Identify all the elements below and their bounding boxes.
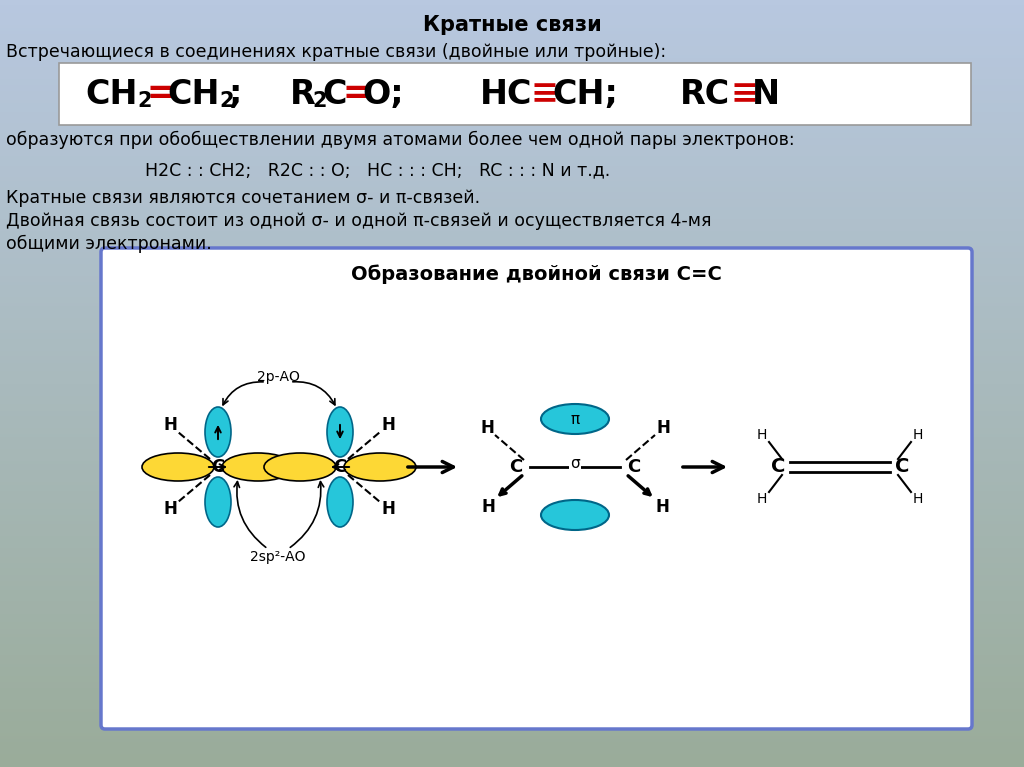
- Text: H: H: [757, 428, 767, 442]
- Text: 2: 2: [219, 91, 233, 111]
- Text: C: C: [334, 458, 347, 476]
- Text: ≡: ≡: [730, 77, 758, 110]
- Ellipse shape: [327, 407, 353, 457]
- FancyBboxPatch shape: [101, 248, 972, 729]
- Text: =: =: [147, 77, 175, 110]
- Text: ;: ;: [229, 77, 243, 110]
- Text: C: C: [895, 457, 909, 476]
- Ellipse shape: [222, 453, 294, 481]
- Text: образуются при обобществлении двумя атомами более чем одной пары электронов:: образуются при обобществлении двумя атом…: [6, 131, 795, 150]
- Text: Кратные связи являются сочетанием σ- и π-связей.: Кратные связи являются сочетанием σ- и π…: [6, 189, 480, 207]
- Text: H: H: [656, 419, 670, 437]
- Text: H: H: [381, 416, 395, 434]
- Text: 2p-АО: 2p-АО: [257, 370, 299, 384]
- Text: H2C : : CH2;   R2C : : O;   HC : : : CH;   RC : : : N и т.д.: H2C : : CH2; R2C : : O; HC : : : CH; RC …: [145, 161, 610, 179]
- Text: Встречающиеся в соединениях кратные связи (двойные или тройные):: Встречающиеся в соединениях кратные связ…: [6, 43, 667, 61]
- Text: H: H: [912, 428, 924, 442]
- Text: H: H: [655, 498, 669, 516]
- Text: H: H: [757, 492, 767, 506]
- Text: R: R: [290, 77, 315, 110]
- Text: 2: 2: [312, 91, 327, 111]
- Text: N: N: [752, 77, 780, 110]
- Text: C: C: [322, 77, 346, 110]
- Ellipse shape: [327, 477, 353, 527]
- Text: ≡: ≡: [530, 77, 558, 110]
- Text: H: H: [480, 419, 494, 437]
- Text: Двойная связь состоит из одной σ- и одной π-связей и осуществляется 4-мя: Двойная связь состоит из одной σ- и одно…: [6, 212, 712, 230]
- Ellipse shape: [205, 477, 231, 527]
- Text: H: H: [481, 498, 495, 516]
- Text: C: C: [211, 458, 224, 476]
- Text: CH: CH: [85, 77, 137, 110]
- Text: общими электронами.: общими электронами.: [6, 235, 212, 253]
- Text: 2: 2: [137, 91, 152, 111]
- Text: =: =: [342, 77, 370, 110]
- Text: CH;: CH;: [552, 77, 617, 110]
- Ellipse shape: [344, 453, 416, 481]
- Text: Образование двойной связи С=С: Образование двойной связи С=С: [351, 264, 722, 284]
- Ellipse shape: [541, 500, 609, 530]
- Text: O;: O;: [362, 77, 403, 110]
- Text: C: C: [771, 457, 785, 476]
- Text: C: C: [628, 458, 641, 476]
- FancyBboxPatch shape: [59, 63, 971, 125]
- Ellipse shape: [541, 404, 609, 434]
- Ellipse shape: [142, 453, 214, 481]
- Text: C: C: [509, 458, 522, 476]
- Text: H: H: [381, 500, 395, 518]
- Text: Кратные связи: Кратные связи: [423, 15, 601, 35]
- Text: H: H: [912, 492, 924, 506]
- Text: π: π: [570, 412, 580, 426]
- Text: CH: CH: [167, 77, 219, 110]
- Text: H: H: [163, 416, 177, 434]
- Text: HC: HC: [480, 77, 532, 110]
- Text: RC: RC: [680, 77, 730, 110]
- Ellipse shape: [205, 407, 231, 457]
- Text: H: H: [163, 500, 177, 518]
- Ellipse shape: [264, 453, 336, 481]
- Text: σ: σ: [570, 456, 580, 472]
- Text: 2sp²-АО: 2sp²-АО: [250, 550, 306, 564]
